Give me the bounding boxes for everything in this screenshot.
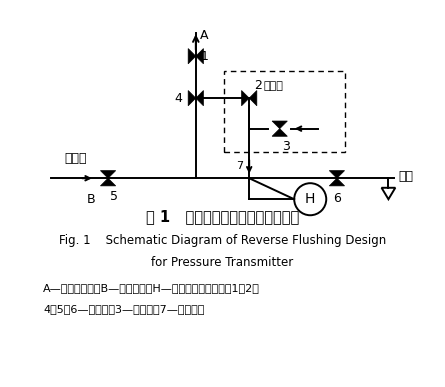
Text: 3: 3 (282, 140, 290, 153)
Polygon shape (272, 121, 287, 128)
Polygon shape (249, 91, 257, 106)
Text: 5: 5 (110, 190, 118, 204)
Polygon shape (272, 128, 287, 136)
Polygon shape (196, 48, 203, 64)
Text: A: A (200, 29, 209, 42)
Text: 二阀组: 二阀组 (264, 81, 283, 91)
Text: 1: 1 (200, 50, 208, 63)
Polygon shape (101, 178, 116, 186)
Text: 4、5、6—截止阀；3—排污阀；7—排污丝堵: 4、5、6—截止阀；3—排污阀；7—排污丝堵 (43, 304, 205, 314)
Text: A—接过程压力；B—接反冲水；H—压力变送器高压侧；1、2、: A—接过程压力；B—接反冲水；H—压力变送器高压侧；1、2、 (43, 283, 260, 293)
Text: 地漏: 地漏 (398, 170, 413, 183)
Polygon shape (329, 178, 344, 186)
Text: 2: 2 (254, 79, 262, 92)
Polygon shape (196, 91, 203, 106)
Text: Fig. 1    Schematic Diagram of Reverse Flushing Design: Fig. 1 Schematic Diagram of Reverse Flus… (59, 233, 386, 247)
Text: 4: 4 (174, 92, 182, 104)
Polygon shape (242, 91, 249, 106)
Polygon shape (188, 48, 196, 64)
Text: H: H (305, 192, 316, 206)
Polygon shape (329, 171, 344, 178)
Polygon shape (101, 171, 116, 178)
Text: for Pressure Transmitter: for Pressure Transmitter (151, 257, 294, 269)
Text: 6: 6 (333, 192, 341, 205)
Text: 图 1   压力变送器反冲水设计示意图: 图 1 压力变送器反冲水设计示意图 (146, 209, 299, 224)
Polygon shape (188, 91, 196, 106)
Bar (224, 72, 344, 152)
Text: 7: 7 (236, 161, 243, 171)
Text: 反冲水: 反冲水 (65, 152, 87, 165)
Text: B: B (87, 193, 95, 206)
